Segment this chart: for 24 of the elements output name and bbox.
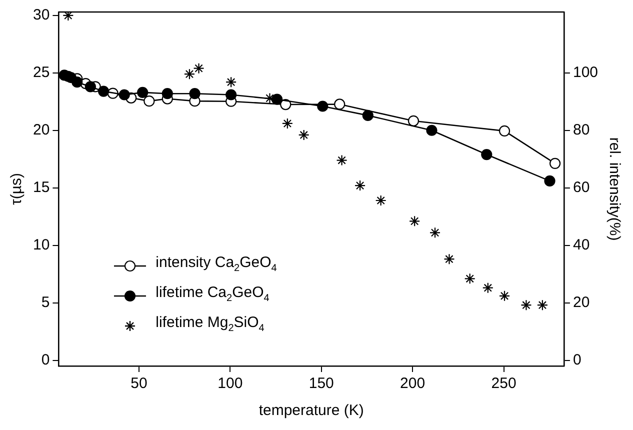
legend-label: lifetime Ca$_{2}$GeO$_{4}$ [156,283,270,306]
y-tick-label: 20 [32,122,50,139]
y2-axis-title: rel. intensity(%) [606,137,623,241]
x-tick-label: 100 [218,375,243,392]
y2-tick-label: 0 [572,351,582,368]
x-tick-label: 250 [491,375,516,392]
y-tick-label: 10 [32,236,50,254]
legend-label: intensity Ca$_{2}$GeO$_{4}$ [156,253,277,276]
y-tick-label: 0 [41,351,50,368]
y-tick-label: 25 [32,64,50,82]
y2-tick-label: 40 [572,236,590,254]
y2-tick-label: 80 [572,122,590,139]
y2-tick-label: 60 [572,178,590,196]
y-tick-label: 5 [41,294,50,311]
y-axis-title: τ(µs) [8,172,26,206]
x-tick-label: 200 [400,375,426,392]
x-tick-label: 150 [308,375,334,392]
y-tick-label: 30 [32,6,50,24]
x-axis-title: temperature (K) [258,402,364,420]
x-tick-label: 50 [130,375,148,392]
y-tick-label: 15 [32,178,50,196]
y2-tick-label: 20 [572,294,590,311]
y2-tick-label: 100 [572,64,598,82]
legend-label: lifetime Mg$_{2}$SiO$_{4}$ [156,313,264,336]
